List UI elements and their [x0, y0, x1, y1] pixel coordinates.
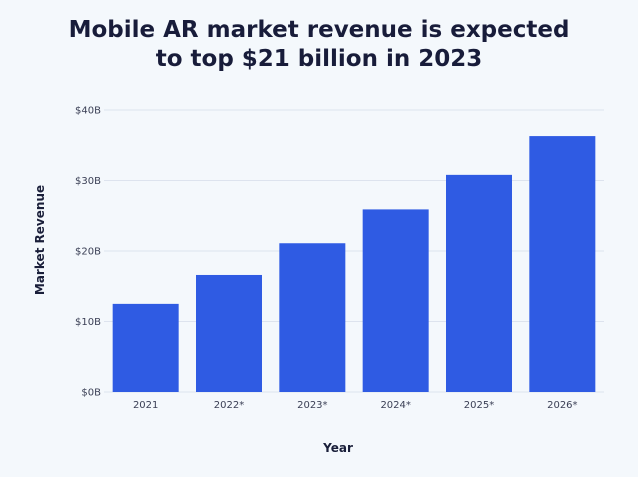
gridlines: [104, 109, 604, 393]
chart-title-line-2: to top $21 billion in 2023: [155, 46, 483, 72]
bar-2024-projected: [362, 209, 429, 392]
y-axis-ticks: $0B $10B $20B $30B $40B: [75, 106, 101, 399]
y-tick-label: $10B: [75, 317, 101, 328]
bars: [112, 136, 596, 392]
chart-title: Mobile AR market revenue is expected to …: [0, 16, 638, 74]
bar-2021: [112, 303, 179, 392]
y-tick-label: $20B: [75, 247, 101, 258]
x-tick-label: 2023*: [297, 400, 327, 411]
bar-2025-projected: [446, 174, 512, 392]
y-axis-title: Market Revenue: [33, 185, 47, 295]
y-tick-label: $30B: [75, 176, 101, 187]
bar-2026-projected: [529, 136, 596, 392]
x-tick-label: 2021: [133, 400, 158, 411]
y-tick-label: $0B: [81, 388, 101, 399]
y-tick-label: $40B: [75, 106, 101, 117]
x-tick-label: 2022*: [214, 400, 244, 411]
x-tick-label: 2026*: [547, 400, 577, 411]
x-axis-title: Year: [322, 441, 353, 455]
x-axis-ticks: 2021 2022* 2023* 2024* 2025* 2026*: [133, 400, 578, 411]
x-tick-label: 2024*: [380, 400, 410, 411]
chart-title-line-1: Mobile AR market revenue is expected: [68, 17, 570, 43]
bar-2023-projected: [279, 243, 346, 392]
x-tick-label: 2025*: [464, 400, 494, 411]
bar-2022-projected: [196, 274, 262, 392]
